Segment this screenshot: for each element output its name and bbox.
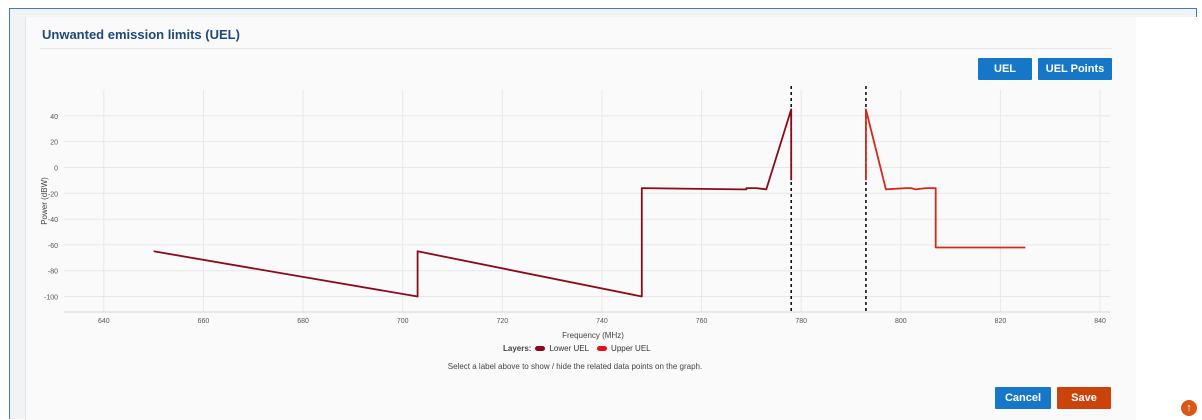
legend-label-upper-uel: Upper UEL: [611, 344, 651, 353]
cancel-button[interactable]: Cancel: [995, 387, 1051, 409]
y-tick-label: 40: [50, 114, 58, 121]
legend-item-upper-uel[interactable]: Upper UEL: [597, 344, 651, 353]
upper-uel-swatch: [597, 346, 608, 351]
y-axis-label: Power (dBW): [40, 177, 49, 225]
section-title: Unwanted emission limits (UEL): [42, 27, 240, 42]
y-axis-ticks: -100 -80 -60 -40 -20 0 20 40: [44, 114, 58, 302]
title-divider: [40, 48, 1112, 49]
y-tick-label: -40: [48, 217, 58, 224]
y-tick-label: -20: [48, 191, 58, 198]
x-tick-label: 640: [98, 318, 110, 325]
uel-button[interactable]: UEL: [978, 58, 1032, 80]
uel-chart: -100 -80 -60 -40 -20 0 20 40 640 660 680 700 720 740…: [40, 86, 1110, 340]
save-button[interactable]: Save: [1057, 387, 1111, 409]
y-tick-label: -80: [48, 269, 58, 276]
legend-item-lower-uel[interactable]: Lower UEL: [535, 344, 589, 353]
plot-area: [64, 90, 1110, 312]
legend-title: Layers:: [503, 344, 532, 353]
x-tick-label: 700: [397, 318, 409, 325]
y-tick-label: -100: [44, 295, 58, 302]
y-tick-label: 0: [54, 165, 58, 172]
series-lines: [153, 108, 1026, 298]
scroll-top-button[interactable]: ↑: [1181, 400, 1197, 416]
x-tick-label: 780: [795, 318, 807, 325]
x-tick-label: 680: [297, 318, 309, 325]
x-axis-label: Frequency (MHz): [562, 331, 624, 340]
x-tick-label: 840: [1094, 318, 1106, 325]
series-line-lower-uel: [153, 108, 793, 298]
chart-svg: -100 -80 -60 -40 -20 0 20 40 640 660 680 700 720 740…: [40, 86, 1110, 340]
x-tick-label: 660: [198, 318, 210, 325]
legend-hint: Select a label above to show / hide the …: [447, 362, 703, 371]
y-tick-label: 20: [50, 140, 58, 147]
x-tick-label: 800: [895, 318, 907, 325]
right-margin: [1136, 17, 1198, 420]
x-tick-label: 820: [995, 318, 1007, 325]
x-tick-label: 720: [496, 318, 508, 325]
x-axis-ticks: 640 660 680 700 720 740 760 780 800 820 840: [98, 318, 1106, 325]
y-tick-label: -60: [48, 243, 58, 250]
x-tick-label: 760: [696, 318, 708, 325]
x-tick-label: 740: [596, 318, 608, 325]
lower-uel-swatch: [535, 346, 546, 351]
series-line-upper-uel: [865, 108, 1026, 249]
arrow-up-icon: ↑: [1186, 402, 1192, 414]
uel-points-button[interactable]: UEL Points: [1038, 58, 1112, 80]
legend-label-lower-uel: Lower UEL: [549, 344, 590, 353]
chart-legend: Layers: Lower UEL Upper UEL: [503, 344, 655, 353]
